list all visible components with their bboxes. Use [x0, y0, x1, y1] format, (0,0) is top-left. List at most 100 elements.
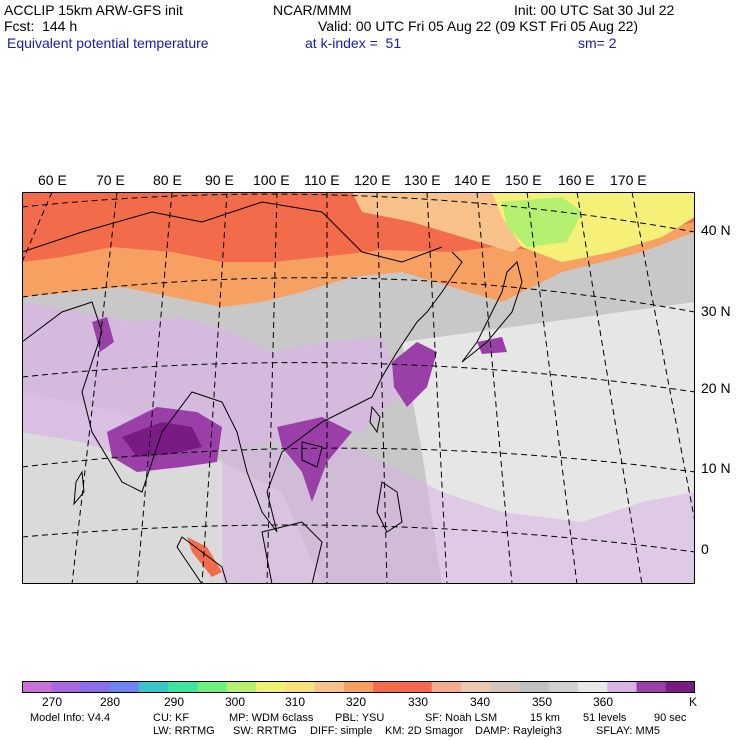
colorbar-tick: 320	[346, 695, 367, 709]
colorbar-swatch	[197, 681, 228, 693]
lat-label: 0	[701, 541, 709, 557]
lat-label: 20 N	[701, 380, 731, 396]
colorbar-swatch	[607, 681, 637, 693]
colorbar-swatch	[226, 681, 257, 693]
level-label: at k-index = 51	[305, 35, 402, 51]
colorbar-swatch	[490, 681, 520, 693]
lat-line-40n	[22, 193, 695, 233]
lon-line-100e	[266, 192, 278, 584]
colorbar-tick: 270	[42, 695, 63, 709]
lon-label: 110 E	[304, 172, 340, 188]
footer-km: KM: 2D Smagor	[385, 725, 464, 737]
colorbar-swatch	[168, 681, 199, 693]
lat-label: 10 N	[701, 460, 731, 476]
colorbar-swatch	[577, 681, 608, 693]
lon-line-120e	[376, 192, 388, 584]
lon-line-80e	[136, 192, 173, 584]
lon-line-170e	[631, 192, 695, 523]
colorbar-swatch	[636, 681, 667, 693]
colorbar-swatch	[519, 681, 550, 693]
colorbar-swatch	[431, 681, 462, 693]
colorbar-tick: 330	[408, 695, 429, 709]
lon-line-150e	[526, 192, 578, 584]
srilanka-outline	[73, 470, 85, 506]
footer-resolution: 15 km	[530, 712, 560, 724]
lon-line-140e	[476, 192, 513, 584]
colorbar-swatch	[51, 681, 82, 693]
lon-label: 150 E	[505, 172, 542, 188]
taiwan-outline	[369, 405, 381, 434]
colorbar-tick: 300	[225, 695, 246, 709]
colorbar-tick: 360	[593, 695, 614, 709]
colorbar-tick: 290	[164, 695, 185, 709]
footer-pbl: PBL: YSU	[335, 712, 385, 724]
org-label: NCAR/MMM	[273, 2, 352, 18]
lon-line-70e	[71, 192, 118, 584]
colorbar-swatch	[22, 681, 52, 693]
purple-core-china	[392, 342, 437, 407]
colorbar-swatch	[285, 681, 316, 693]
borneo-outline	[261, 521, 323, 584]
forecast-hour: Fcst: 144 h	[4, 18, 78, 34]
philippines-outline	[376, 481, 403, 533]
footer-model-info: Model Info: V4.4	[30, 712, 111, 724]
purple-core-pakistan	[92, 317, 114, 352]
lat-line-20n	[22, 362, 695, 393]
colorbar-swatch	[80, 681, 111, 693]
lon-label: 70 E	[96, 172, 125, 188]
japan-outline	[461, 261, 523, 363]
lon-label: 60 E	[38, 172, 67, 188]
colorbar-unit: K	[689, 695, 698, 709]
footer-cu: CU: KF	[153, 712, 190, 724]
smoothing-label: sm= 2	[578, 35, 617, 51]
lon-label: 90 E	[205, 172, 234, 188]
lat-line-equator	[22, 524, 695, 553]
lon-line-130e	[426, 192, 448, 584]
footer-damp: DAMP: Rayleigh3	[475, 725, 562, 737]
green-patch	[502, 197, 582, 247]
lon-label: 140 E	[454, 172, 491, 188]
colorbar	[22, 681, 695, 693]
lon-label: 80 E	[153, 172, 182, 188]
lat-line-10n	[22, 447, 695, 473]
theta-e-map	[22, 192, 695, 584]
colorbar-swatch	[343, 681, 374, 693]
footer-sflay: SFLAY: MM5	[596, 725, 660, 737]
lon-label: 120 E	[354, 172, 391, 188]
lon-line-90e	[201, 192, 228, 584]
footer-lw: LW: RRTMG	[153, 725, 215, 737]
graticule	[22, 192, 695, 584]
colorbar-swatch	[139, 681, 169, 693]
sumatra-outline	[176, 536, 228, 584]
colorbar-swatch	[256, 681, 286, 693]
colorbar-frame	[22, 681, 695, 693]
lat-label: 30 N	[701, 303, 731, 319]
init-time: Init: 00 UTC Sat 30 Jul 22	[514, 2, 675, 18]
footer-sf: SF: Noah LSM	[425, 712, 498, 724]
colorbar-swatch	[109, 681, 140, 693]
light-orange-patch	[352, 192, 542, 252]
colorbar-swatch	[314, 681, 345, 693]
colorbar-swatch	[402, 681, 433, 693]
lon-label: 160 E	[558, 172, 595, 188]
hainan-outline	[301, 441, 323, 468]
colorbar-tick: 310	[285, 695, 306, 709]
footer-timestep: 90 sec	[654, 712, 687, 724]
lon-label: 130 E	[404, 172, 441, 188]
footer-levels: 51 levels	[583, 712, 627, 724]
asia-coastline	[22, 251, 463, 533]
field-name: Equivalent potential temperature	[7, 35, 209, 51]
lat-label: 40 N	[701, 222, 731, 238]
colorbar-tick: 350	[532, 695, 553, 709]
lon-label: 100 E	[253, 172, 290, 188]
purple-core-ocean	[477, 337, 507, 354]
colorbar-swatch	[548, 681, 579, 693]
purple-core-indochina	[277, 417, 352, 502]
colorbar-tick: 280	[100, 695, 121, 709]
lon-label: 170 E	[610, 172, 647, 188]
colorbar-swatch	[460, 681, 491, 693]
northern-borders	[22, 201, 443, 263]
footer-diff: DIFF: simple	[310, 725, 373, 737]
colorbar-tick: 340	[470, 695, 491, 709]
lon-line-160e	[576, 192, 643, 584]
